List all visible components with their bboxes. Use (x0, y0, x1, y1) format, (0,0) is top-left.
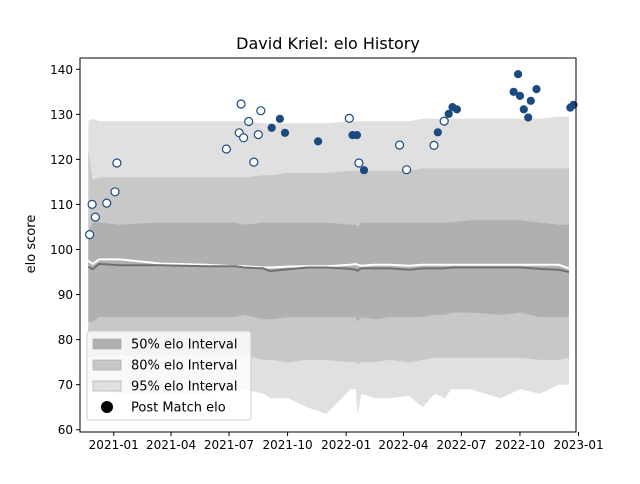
y-tick-label-130: 130 (50, 108, 73, 122)
x-tick-label-2021-04: 2021-04 (146, 438, 196, 452)
open-point-12 (249, 157, 259, 167)
median-lines (87, 258, 570, 273)
filled-point-7 (359, 166, 369, 175)
x-tick-label-2022-04: 2022-04 (378, 438, 428, 452)
x-tick-label-2022-01: 2022-01 (321, 438, 371, 452)
median-line-1 (87, 258, 570, 270)
open-point-11 (244, 116, 254, 127)
open-point-7 (221, 144, 231, 154)
y-tick-label-140: 140 (50, 63, 73, 77)
open-point-15 (344, 113, 354, 124)
open-point-19 (429, 140, 439, 150)
chart-title: David Kriel: elo History (236, 34, 420, 53)
post-match-points (84, 70, 578, 240)
open-point-13 (253, 130, 263, 140)
legend-box (86, 330, 252, 421)
filled-point-16 (524, 113, 533, 122)
open-point-2 (87, 199, 97, 209)
axes: 60 70 80 90 100 110 120 130 140 2021-01 2021-04 202… (50, 57, 604, 452)
open-point-6 (112, 158, 122, 168)
y-tick-label-110: 110 (50, 198, 73, 212)
plot-frame (79, 57, 577, 433)
y-tick-label-60: 60 (58, 423, 73, 437)
x-tick-label-2023-01: 2023-01 (553, 438, 603, 452)
legend-label-1: 50% elo Interval (131, 338, 238, 353)
y-tick-label-90: 90 (58, 288, 73, 302)
open-point-16 (354, 158, 364, 168)
open-point-9 (236, 99, 246, 109)
filled-point-9 (444, 109, 453, 119)
median-line-2 (87, 262, 570, 273)
filled-point-14 (515, 91, 525, 101)
y-tick-label-120: 120 (50, 153, 73, 167)
filled-point-13 (514, 70, 523, 79)
open-point-18 (402, 165, 412, 175)
open-point-5 (110, 187, 120, 197)
open-point-10 (239, 133, 249, 143)
x-tick-label-2022-07: 2022-07 (436, 438, 486, 452)
y-tick-label-100: 100 (50, 243, 73, 257)
filled-point-1 (267, 123, 276, 132)
filled-point-4 (314, 137, 323, 146)
legend-label-4: Post Match elo (131, 401, 226, 416)
x-tick-label-2022-10: 2022-10 (495, 438, 545, 452)
filled-point-2 (275, 114, 284, 123)
filled-point-20 (569, 100, 578, 110)
open-point-14 (256, 106, 266, 116)
open-point-1 (84, 230, 95, 240)
legend-label-3: 95% elo Interval (131, 380, 238, 395)
filled-point-3 (280, 128, 290, 137)
y-tick-label-70: 70 (58, 378, 73, 392)
y-axis-label: elo score (24, 215, 39, 274)
legend-swatch-2 (92, 359, 122, 371)
legend-label-2: 80% elo Interval (131, 359, 238, 374)
x-tick-label-2021-01: 2021-01 (89, 438, 139, 452)
open-point-20 (439, 116, 449, 126)
filled-point-17 (526, 96, 535, 105)
open-point-17 (395, 140, 405, 150)
filled-point-12 (509, 87, 518, 96)
open-point-3 (90, 212, 100, 222)
x-tick-label-2021-07: 2021-07 (204, 438, 254, 452)
filled-point-18 (532, 85, 541, 94)
filled-point-6 (352, 131, 362, 140)
filled-point-15 (519, 105, 528, 114)
legend: 50% elo Interval 80% elo Interval 95% elo … (86, 330, 252, 421)
y-tick-label-80: 80 (58, 333, 73, 347)
filled-point-11 (452, 105, 461, 114)
legend-marker-4 (101, 401, 113, 413)
band-50 (88, 220, 570, 322)
legend-swatch-3 (92, 380, 122, 392)
filled-point-8 (433, 128, 442, 137)
open-point-4 (102, 198, 112, 208)
legend-swatch-1 (92, 338, 122, 350)
x-tick-label-2021-10: 2021-10 (262, 438, 312, 452)
